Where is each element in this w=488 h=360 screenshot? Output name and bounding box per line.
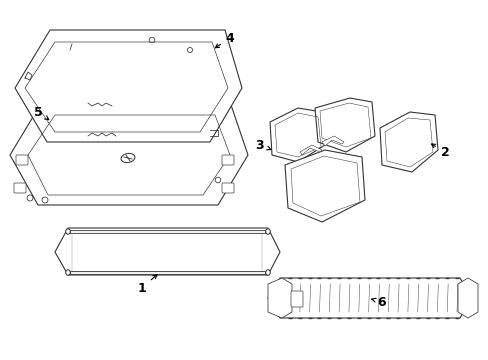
Polygon shape <box>10 102 247 205</box>
Polygon shape <box>285 150 364 222</box>
Polygon shape <box>15 30 242 142</box>
Polygon shape <box>70 271 264 274</box>
FancyBboxPatch shape <box>16 155 28 165</box>
FancyBboxPatch shape <box>290 291 303 307</box>
Polygon shape <box>379 112 437 172</box>
Text: 5: 5 <box>34 105 49 120</box>
Polygon shape <box>321 136 343 146</box>
Text: 1: 1 <box>137 275 157 294</box>
Text: 6: 6 <box>371 296 386 309</box>
FancyBboxPatch shape <box>14 183 26 193</box>
Ellipse shape <box>265 229 270 234</box>
Ellipse shape <box>265 270 270 275</box>
Ellipse shape <box>65 229 70 234</box>
FancyBboxPatch shape <box>222 183 234 193</box>
Polygon shape <box>55 228 280 275</box>
Polygon shape <box>267 278 471 318</box>
Polygon shape <box>299 145 321 155</box>
Polygon shape <box>267 278 291 318</box>
Ellipse shape <box>65 270 70 275</box>
Text: 2: 2 <box>430 144 448 158</box>
Polygon shape <box>457 278 477 318</box>
Text: 4: 4 <box>215 31 234 48</box>
Polygon shape <box>269 108 325 162</box>
FancyBboxPatch shape <box>222 155 234 165</box>
Polygon shape <box>70 230 264 233</box>
Text: 3: 3 <box>255 139 270 152</box>
Polygon shape <box>314 98 374 152</box>
